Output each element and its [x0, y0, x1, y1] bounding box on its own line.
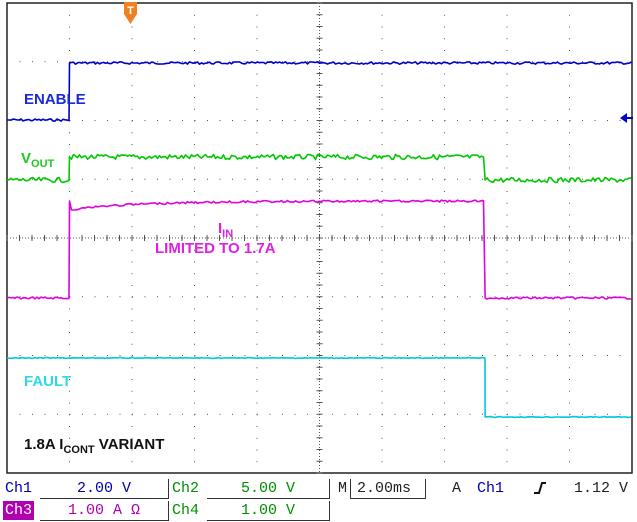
ch2-scale[interactable]: 5.00 V: [207, 479, 330, 499]
ground-reference-arrow-icon[interactable]: [620, 113, 633, 123]
trigger-source[interactable]: Ch1: [477, 480, 505, 497]
iin-limit-note: LIMITED TO 1.7A: [155, 240, 276, 257]
fault-label: FAULT: [24, 373, 71, 390]
variant-label: 1.8A ICONT VARIANT: [24, 436, 164, 456]
ch4-scale[interactable]: 1.00 V: [207, 501, 330, 521]
readout-row-1: Ch1 2.00 V Ch2 5.00 V M 2.00ms A Ch1 1.1…: [0, 479, 637, 500]
trace-iin: [6, 199, 632, 300]
trigger-mode-tag: A: [452, 480, 462, 497]
trigger-position-marker[interactable]: T: [124, 2, 137, 24]
timebase-tag: M: [338, 480, 348, 497]
ch4-tag[interactable]: Ch4: [172, 502, 200, 519]
trace-vout: [6, 153, 632, 184]
ch2-tag[interactable]: Ch2: [172, 480, 200, 497]
trigger-level[interactable]: 1.12 V: [574, 480, 629, 497]
iin-label: IIN: [218, 220, 233, 240]
vout-label: VOUT: [21, 150, 55, 170]
trace-enable: [7, 61, 632, 122]
scope-screen: T ENABLE VOUT IIN LIMITED TO 1.7A FAULT …: [6, 2, 633, 474]
trace-fault: [6, 356, 632, 419]
ch3-tag[interactable]: Ch3: [3, 501, 35, 520]
ch1-scale[interactable]: 2.00 V: [40, 479, 169, 499]
rising-edge-icon: [533, 481, 547, 500]
enable-label: ENABLE: [24, 91, 86, 108]
graticule: [6, 2, 633, 474]
timebase-value[interactable]: 2.00ms: [350, 479, 426, 499]
ch1-tag[interactable]: Ch1: [5, 480, 33, 497]
readout-row-2: Ch3 1.00 A Ω Ch4 1.00 V: [0, 501, 637, 522]
trigger-marker-label: T: [127, 5, 134, 17]
ch3-scale[interactable]: 1.00 A Ω: [40, 501, 169, 521]
measurement-readout: Ch1 2.00 V Ch2 5.00 V M 2.00ms A Ch1 1.1…: [0, 479, 637, 522]
waveform-traces: [6, 61, 632, 419]
